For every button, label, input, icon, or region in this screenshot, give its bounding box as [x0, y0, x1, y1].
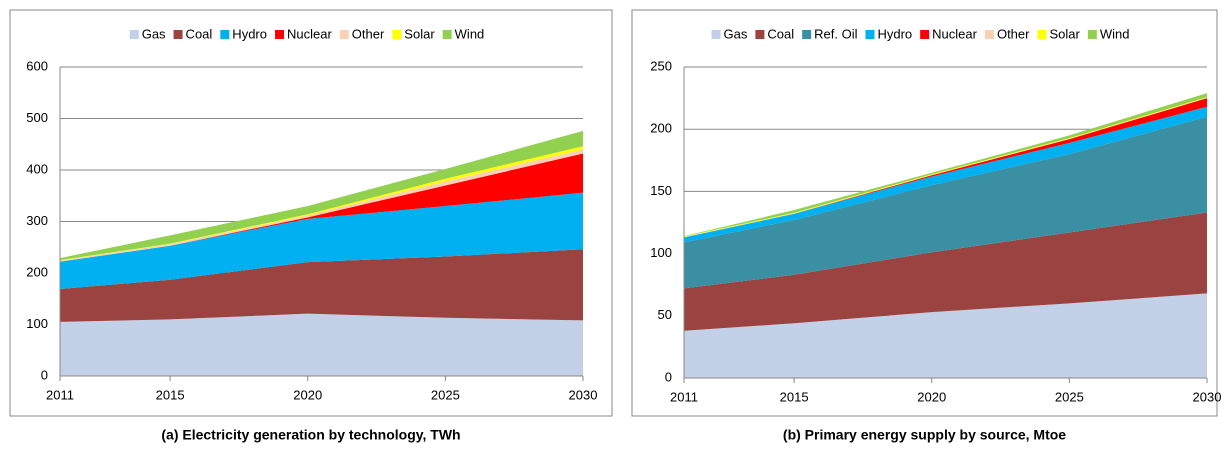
- x-tick-label: 2030: [1193, 389, 1222, 404]
- x-tick-label: 2030: [569, 387, 598, 402]
- y-tick-label: 250: [650, 58, 672, 73]
- area: [60, 249, 583, 322]
- legend-label: Solar: [1049, 26, 1080, 41]
- legend-label: Wind: [1100, 26, 1130, 41]
- x-tick-label: 2011: [670, 389, 698, 404]
- x-tick-label: 2025: [431, 387, 460, 402]
- legend-label: Gas: [724, 26, 748, 41]
- y-tick-label: 100: [650, 245, 672, 260]
- y-tick-label: 500: [26, 110, 48, 125]
- y-tick-label: 400: [26, 161, 48, 176]
- chart-caption: (b) Primary energy supply by source, Mto…: [783, 427, 1066, 443]
- legend-label: Gas: [142, 26, 166, 41]
- chart-caption: (a) Electricity generation by technology…: [161, 427, 460, 443]
- legend-swatch: [920, 30, 930, 39]
- area: [60, 313, 583, 376]
- y-tick-label: 50: [658, 307, 672, 322]
- legend-label: Other: [997, 26, 1030, 41]
- legend-label: Hydro: [877, 26, 912, 41]
- legend-label: Coal: [767, 26, 794, 41]
- x-tick-label: 2025: [1055, 389, 1084, 404]
- legend-swatch: [339, 30, 349, 39]
- area: [684, 116, 1207, 289]
- legend-swatch: [220, 30, 230, 39]
- area: [60, 192, 583, 289]
- legend-swatch: [129, 30, 139, 39]
- legend-label: Nuclear: [287, 26, 332, 41]
- legend: Gas Coal Ref. Oil Hydro Nuclear Other Solar Win…: [711, 26, 1130, 41]
- legend-swatch: [1087, 30, 1097, 39]
- legend-swatch: [442, 30, 452, 39]
- y-tick-label: 300: [26, 213, 48, 228]
- legend-label: Nuclear: [932, 26, 977, 41]
- area: [684, 293, 1207, 378]
- y-tick-label: 150: [650, 183, 672, 198]
- x-tick-label: 2011: [46, 387, 74, 402]
- x-tick-label: 2015: [780, 389, 809, 404]
- area: [684, 106, 1207, 243]
- x-tick-label: 2015: [156, 387, 185, 402]
- legend-swatch: [711, 30, 721, 39]
- legend-swatch: [1037, 30, 1047, 39]
- x-tick-label: 2020: [293, 387, 322, 402]
- chart-frame: [9, 9, 613, 417]
- chart: 0 100 200 300 400 500 600 2011 2015 2020 2025 2030 G…: [9, 9, 613, 417]
- y-tick-label: 200: [650, 121, 672, 136]
- legend-swatch: [392, 30, 402, 39]
- legend-swatch: [984, 30, 994, 39]
- legend-swatch: [173, 30, 183, 39]
- y-tick-label: 600: [26, 58, 48, 73]
- y-tick-label: 200: [26, 264, 48, 279]
- legend-label: Coal: [186, 26, 213, 41]
- chart: 0 50 100 150 200 250 2011 2015 2020 2025 2030 Gas Co…: [631, 9, 1222, 417]
- legend-swatch: [755, 30, 765, 39]
- legend: Gas Coal Hydro Nuclear Other Solar Wind: [129, 26, 485, 41]
- legend-label: Other: [352, 26, 385, 41]
- legend-label: Wind: [455, 26, 485, 41]
- y-tick-label: 0: [41, 367, 48, 382]
- legend-swatch: [865, 30, 875, 39]
- legend-label: Hydro: [232, 26, 267, 41]
- x-tick-label: 2020: [917, 389, 946, 404]
- legend-label: Solar: [404, 26, 435, 41]
- area: [684, 212, 1207, 331]
- chart-frame: [631, 9, 1218, 417]
- legend-swatch: [274, 30, 284, 39]
- y-tick-label: 0: [665, 369, 672, 384]
- legend-label: Ref. Oil: [814, 26, 857, 41]
- legend-swatch: [802, 30, 812, 39]
- y-tick-label: 100: [26, 316, 48, 331]
